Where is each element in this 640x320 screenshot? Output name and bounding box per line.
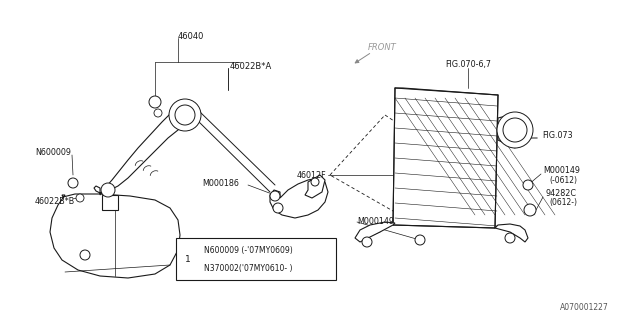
- Circle shape: [68, 178, 78, 188]
- Text: M000149: M000149: [357, 218, 394, 227]
- Text: FRONT: FRONT: [368, 43, 397, 52]
- Circle shape: [149, 96, 161, 108]
- Text: N370002('07MY0610- ): N370002('07MY0610- ): [204, 263, 292, 273]
- Text: (0612-): (0612-): [549, 198, 577, 207]
- Circle shape: [524, 204, 536, 216]
- Text: FIG.070-6,7: FIG.070-6,7: [445, 60, 491, 68]
- Circle shape: [415, 235, 425, 245]
- Text: (-0612): (-0612): [549, 175, 577, 185]
- Circle shape: [169, 99, 201, 131]
- Circle shape: [273, 203, 283, 213]
- Polygon shape: [94, 105, 188, 195]
- Bar: [176, 238, 336, 280]
- Text: 94282C: 94282C: [545, 189, 576, 198]
- Polygon shape: [495, 224, 528, 242]
- Polygon shape: [355, 222, 395, 242]
- Text: 1: 1: [185, 254, 191, 263]
- Polygon shape: [393, 88, 498, 228]
- Circle shape: [175, 105, 195, 125]
- Polygon shape: [50, 194, 180, 278]
- Polygon shape: [498, 115, 522, 148]
- Circle shape: [523, 180, 533, 190]
- Circle shape: [154, 109, 162, 117]
- Circle shape: [270, 191, 280, 201]
- Polygon shape: [305, 175, 325, 198]
- Circle shape: [101, 183, 115, 197]
- Polygon shape: [102, 195, 118, 210]
- Circle shape: [311, 178, 319, 186]
- Text: FIG.073: FIG.073: [542, 131, 573, 140]
- Circle shape: [179, 250, 197, 268]
- Circle shape: [362, 237, 372, 247]
- Text: M000186: M000186: [202, 179, 239, 188]
- Text: 46022B*A: 46022B*A: [230, 61, 272, 70]
- Circle shape: [80, 250, 90, 260]
- Circle shape: [497, 112, 533, 148]
- Circle shape: [503, 118, 527, 142]
- Text: N600009 (-'07MY0609): N600009 (-'07MY0609): [204, 245, 292, 254]
- Text: 46012F: 46012F: [296, 171, 326, 180]
- Text: M000149: M000149: [543, 165, 580, 174]
- Polygon shape: [270, 178, 328, 218]
- Text: A070001227: A070001227: [560, 303, 609, 313]
- Circle shape: [505, 233, 515, 243]
- Text: 46040: 46040: [178, 31, 204, 41]
- Text: N600009: N600009: [35, 148, 71, 156]
- Circle shape: [76, 194, 84, 202]
- Text: 46022B*B: 46022B*B: [35, 197, 76, 206]
